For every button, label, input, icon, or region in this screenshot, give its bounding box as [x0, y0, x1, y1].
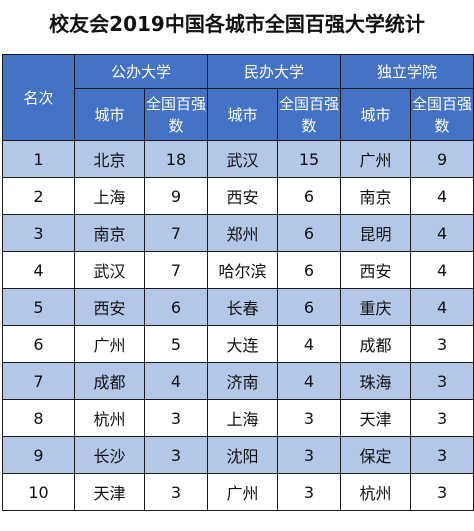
public-city-cell: 杭州 — [74, 399, 145, 437]
rank-cell: 8 — [2, 399, 75, 437]
public-city-cell: 武汉 — [74, 251, 145, 289]
independent-city-cell: 珠海 — [340, 362, 412, 400]
independent-count-cell: 3 — [410, 325, 474, 363]
rank-cell: 7 — [2, 362, 75, 400]
ranking-table: 名次 公办大学 民办大学 独立学院 城市 全国百强数 城市 全国百强数 城市 全… — [2, 54, 474, 511]
public-count-cell: 9 — [143, 177, 209, 215]
public-count-cell: 6 — [143, 288, 209, 326]
table-row: 5 西安 6 长春 6 重庆 4 — [2, 288, 474, 326]
private-count-cell: 3 — [277, 473, 342, 511]
private-count-cell: 15 — [277, 140, 342, 178]
public-city-cell: 西安 — [74, 288, 145, 326]
private-count-cell: 6 — [277, 177, 342, 215]
independent-city-header: 城市 — [340, 88, 412, 141]
table-header: 名次 公办大学 民办大学 独立学院 城市 全国百强数 城市 全国百强数 城市 全… — [2, 54, 474, 141]
independent-city-cell: 西安 — [340, 251, 412, 289]
independent-count-cell: 4 — [410, 251, 474, 289]
table-row: 10 天津 3 广州 3 杭州 3 — [2, 473, 474, 511]
public-count-cell: 7 — [143, 214, 209, 252]
public-count-cell: 4 — [143, 362, 209, 400]
private-count-cell: 6 — [277, 288, 342, 326]
public-city-cell: 南京 — [74, 214, 145, 252]
independent-count-cell: 9 — [410, 140, 474, 178]
private-city-cell: 西安 — [207, 177, 279, 215]
private-count-cell: 4 — [277, 362, 342, 400]
public-count-cell: 3 — [143, 436, 209, 474]
independent-city-cell: 昆明 — [340, 214, 412, 252]
private-city-cell: 哈尔滨 — [207, 251, 279, 289]
public-university-header: 公办大学 — [73, 54, 209, 89]
independent-city-cell: 成都 — [340, 325, 412, 363]
public-count-cell: 7 — [143, 251, 209, 289]
private-city-header: 城市 — [207, 88, 279, 141]
independent-count-cell: 3 — [410, 473, 474, 511]
private-city-cell: 沈阳 — [207, 436, 279, 474]
rank-header: 名次 — [2, 54, 75, 141]
private-count-cell: 4 — [277, 325, 342, 363]
rank-cell: 5 — [2, 288, 75, 326]
private-count-header: 全国百强数 — [277, 88, 342, 141]
independent-city-cell: 天津 — [340, 399, 412, 437]
rank-cell: 9 — [2, 436, 75, 474]
rank-cell: 2 — [2, 177, 75, 215]
independent-count-header: 全国百强数 — [410, 88, 474, 141]
table-row: 7 成都 4 济南 4 珠海 3 — [2, 362, 474, 400]
private-city-cell: 广州 — [207, 473, 279, 511]
independent-count-cell: 4 — [410, 214, 474, 252]
independent-city-cell: 重庆 — [340, 288, 412, 326]
independent-college-header: 独立学院 — [340, 54, 474, 89]
public-count-cell: 18 — [143, 140, 209, 178]
private-city-cell: 郑州 — [207, 214, 279, 252]
independent-city-cell: 广州 — [340, 140, 412, 178]
public-city-cell: 天津 — [74, 473, 145, 511]
table-row: 8 杭州 3 上海 3 天津 3 — [2, 399, 474, 437]
public-city-header: 城市 — [74, 88, 145, 141]
independent-count-cell: 4 — [410, 177, 474, 215]
independent-city-cell: 南京 — [340, 177, 412, 215]
table-row: 4 武汉 7 哈尔滨 6 西安 4 — [2, 251, 474, 289]
rank-cell: 6 — [2, 325, 75, 363]
rank-cell: 10 — [2, 473, 75, 511]
table-row: 3 南京 7 郑州 6 昆明 4 — [2, 214, 474, 252]
table-row: 6 广州 5 大连 4 成都 3 — [2, 325, 474, 363]
private-count-cell: 3 — [277, 436, 342, 474]
public-city-cell: 成都 — [74, 362, 145, 400]
public-city-cell: 广州 — [74, 325, 145, 363]
private-city-cell: 大连 — [207, 325, 279, 363]
table-row: 2 上海 9 西安 6 南京 4 — [2, 177, 474, 215]
table-body: 1 北京 18 武汉 15 广州 9 2 上海 9 西安 6 南京 4 3 南京 7 郑州 6 昆明 4 4 武汉 7 哈尔滨 6… — [2, 140, 474, 511]
page-title: 校友会2019中国各城市全国百强大学统计 — [49, 12, 425, 36]
private-city-cell: 长春 — [207, 288, 279, 326]
private-city-cell: 武汉 — [207, 140, 279, 178]
independent-count-cell: 3 — [410, 362, 474, 400]
private-city-cell: 上海 — [207, 399, 279, 437]
public-city-cell: 北京 — [74, 140, 145, 178]
private-university-header: 民办大学 — [207, 54, 342, 89]
public-city-cell: 长沙 — [74, 436, 145, 474]
public-count-cell: 5 — [143, 325, 209, 363]
public-count-header: 全国百强数 — [143, 88, 209, 141]
private-count-cell: 6 — [277, 214, 342, 252]
private-count-cell: 6 — [277, 251, 342, 289]
public-count-cell: 3 — [143, 399, 209, 437]
private-count-cell: 3 — [277, 399, 342, 437]
rank-cell: 1 — [2, 140, 75, 178]
independent-count-cell: 3 — [410, 436, 474, 474]
independent-count-cell: 4 — [410, 288, 474, 326]
independent-city-cell: 杭州 — [340, 473, 412, 511]
private-city-cell: 济南 — [207, 362, 279, 400]
rank-cell: 4 — [2, 251, 75, 289]
public-count-cell: 3 — [143, 473, 209, 511]
independent-count-cell: 3 — [410, 399, 474, 437]
public-city-cell: 上海 — [74, 177, 145, 215]
independent-city-cell: 保定 — [340, 436, 412, 474]
table-row: 1 北京 18 武汉 15 广州 9 — [2, 140, 474, 178]
table-row: 9 长沙 3 沈阳 3 保定 3 — [2, 436, 474, 474]
rank-cell: 3 — [2, 214, 75, 252]
